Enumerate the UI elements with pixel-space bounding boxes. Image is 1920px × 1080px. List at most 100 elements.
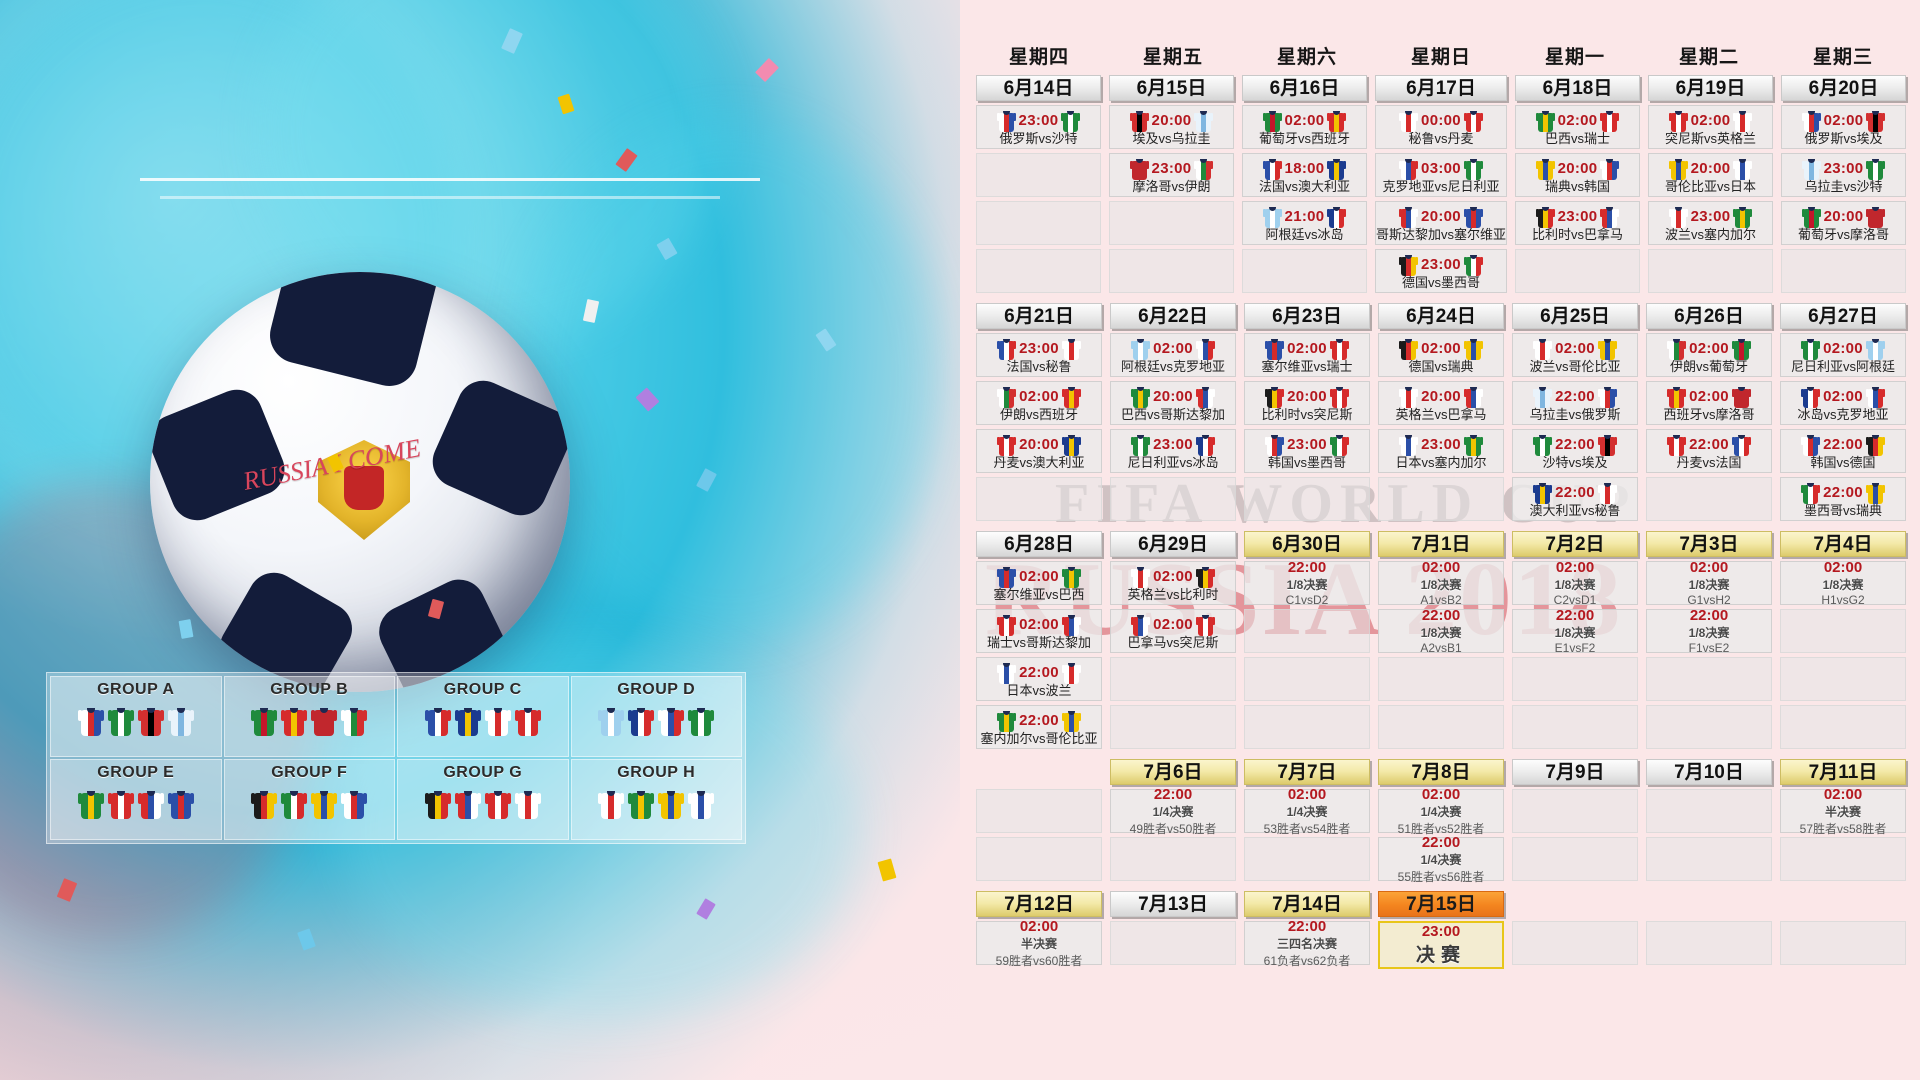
match-card[interactable]: 02:00 西班牙vs摩洛哥 [1646,381,1772,425]
match-card[interactable]: 00:00 秘鲁vs丹麦 [1374,105,1507,149]
match-card[interactable]: 20:00 瑞典vs韩国 [1515,153,1640,197]
date-header-6月23日[interactable]: 6月23日 [1244,303,1370,329]
date-header-7月11日[interactable]: 7月11日 [1780,759,1906,785]
match-card[interactable]: 18:00 法国vs澳大利亚 [1241,153,1367,197]
date-header-7月8日[interactable]: 7月8日 [1378,759,1504,785]
group-card-d[interactable]: GROUP D [570,676,742,757]
match-card[interactable]: 23:00 乌拉圭vs沙特 [1781,153,1906,197]
final-match-card[interactable]: 23:00 决赛 [1378,921,1504,969]
match-card[interactable]: 02:00 德国vs瑞典 [1378,333,1504,377]
date-header-6月20日[interactable]: 6月20日 [1781,75,1906,101]
match-card[interactable]: 02:00 伊朗vs葡萄牙 [1646,333,1772,377]
match-card[interactable]: 22:00 韩国vs德国 [1780,429,1906,473]
date-header-6月21日[interactable]: 6月21日 [976,303,1102,329]
date-header-6月28日[interactable]: 6月28日 [976,531,1102,557]
date-header-6月30日[interactable]: 6月30日 [1244,531,1370,557]
match-card[interactable]: 22:00 1/8决赛 E1vsF2 [1512,607,1638,655]
match-card[interactable]: 22:00 日本vs波兰 [976,657,1102,701]
match-card[interactable]: 20:00 巴西vs哥斯达黎加 [1110,381,1236,425]
group-card-a[interactable]: GROUP A [50,676,222,757]
date-header-6月29日[interactable]: 6月29日 [1110,531,1236,557]
match-card[interactable]: 03:00 克罗地亚vs尼日利亚 [1374,153,1507,197]
match-card[interactable]: 22:00 丹麦vs法国 [1646,429,1772,473]
match-card[interactable]: 23:00 摩洛哥vs伊朗 [1108,153,1234,197]
match-card[interactable]: 02:00 1/4决赛 51胜者vs52胜者 [1378,786,1504,836]
date-header-7月7日[interactable]: 7月7日 [1244,759,1370,785]
match-card[interactable]: 02:00 冰岛vs克罗地亚 [1780,381,1906,425]
match-card[interactable]: 22:00 沙特vs埃及 [1512,429,1638,473]
match-card[interactable]: 22:00 1/8决赛 F1vsE2 [1646,607,1772,655]
date-header-7月14日[interactable]: 7月14日 [1244,891,1370,917]
group-card-e[interactable]: GROUP E [50,759,222,840]
match-card[interactable]: 23:00 尼日利亚vs冰岛 [1110,429,1236,473]
date-header-7月4日[interactable]: 7月4日 [1780,531,1906,557]
group-card-f[interactable]: GROUP F [223,759,395,840]
date-header-6月15日[interactable]: 6月15日 [1108,75,1234,101]
match-card[interactable]: 02:00 巴西vs瑞士 [1515,105,1640,149]
match-card[interactable]: 02:00 1/8决赛 G1vsH2 [1646,559,1772,607]
match-card[interactable]: 02:00 波兰vs哥伦比亚 [1512,333,1638,377]
date-header-6月16日[interactable]: 6月16日 [1241,75,1367,101]
date-header-7月10日[interactable]: 7月10日 [1646,759,1772,785]
date-header-6月26日[interactable]: 6月26日 [1646,303,1772,329]
group-card-h[interactable]: GROUP H [570,759,742,840]
match-card[interactable]: 22:00 澳大利亚vs秘鲁 [1512,477,1638,521]
date-header-7月6日[interactable]: 7月6日 [1110,759,1236,785]
date-header-6月18日[interactable]: 6月18日 [1515,75,1640,101]
match-card[interactable]: 02:00 尼日利亚vs阿根廷 [1780,333,1906,377]
group-card-g[interactable]: GROUP G [397,759,569,840]
match-card[interactable]: 20:00 哥伦比亚vs日本 [1648,153,1773,197]
match-card[interactable]: 22:00 1/8决赛 C1vsD2 [1244,559,1370,607]
match-card[interactable]: 22:00 1/4决赛 49胜者vs50胜者 [1110,786,1236,836]
match-card[interactable]: 20:00 葡萄牙vs摩洛哥 [1781,201,1906,245]
date-header-6月17日[interactable]: 6月17日 [1374,75,1507,101]
date-header-7月3日[interactable]: 7月3日 [1646,531,1772,557]
date-header-6月25日[interactable]: 6月25日 [1512,303,1638,329]
match-card[interactable]: 02:00 1/8决赛 A1vsB2 [1378,559,1504,607]
match-card[interactable]: 23:00 俄罗斯vs沙特 [976,105,1101,149]
match-card[interactable]: 20:00 丹麦vs澳大利亚 [976,429,1102,473]
match-card[interactable]: 23:00 比利时vs巴拿马 [1515,201,1640,245]
date-header-7月13日[interactable]: 7月13日 [1110,891,1236,917]
match-card[interactable]: 22:00 塞内加尔vs哥伦比亚 [976,705,1102,749]
match-card[interactable]: 02:00 阿根廷vs克罗地亚 [1110,333,1236,377]
match-card[interactable]: 02:00 英格兰vs比利时 [1110,561,1236,605]
match-card[interactable]: 02:00 1/8决赛 C2vsD1 [1512,559,1638,607]
date-header-6月24日[interactable]: 6月24日 [1378,303,1504,329]
match-card[interactable]: 20:00 比利时vs突尼斯 [1244,381,1370,425]
match-card[interactable]: 23:00 波兰vs塞内加尔 [1648,201,1773,245]
match-card[interactable]: 22:00 1/8决赛 A2vsB1 [1378,607,1504,655]
match-card[interactable]: 02:00 1/8决赛 H1vsG2 [1780,559,1906,607]
match-card[interactable]: 20:00 埃及vs乌拉圭 [1108,105,1234,149]
date-header-7月9日[interactable]: 7月9日 [1512,759,1638,785]
group-card-c[interactable]: GROUP C [397,676,569,757]
match-card[interactable]: 20:00 哥斯达黎加vs塞尔维亚 [1374,201,1507,245]
date-header-6月19日[interactable]: 6月19日 [1648,75,1773,101]
match-card[interactable]: 23:00 日本vs塞内加尔 [1378,429,1504,473]
match-card[interactable]: 20:00 英格兰vs巴拿马 [1378,381,1504,425]
match-card[interactable]: 22:00 1/4决赛 55胜者vs56胜者 [1378,834,1504,884]
match-card[interactable]: 02:00 俄罗斯vs埃及 [1781,105,1906,149]
date-header-6月14日[interactable]: 6月14日 [976,75,1101,101]
date-header-7月2日[interactable]: 7月2日 [1512,531,1638,557]
match-card[interactable]: 02:00 半决赛 57胜者vs58胜者 [1780,786,1906,836]
date-header-7月12日[interactable]: 7月12日 [976,891,1102,917]
match-card[interactable]: 22:00 乌拉圭vs俄罗斯 [1512,381,1638,425]
match-card[interactable]: 02:00 塞尔维亚vs巴西 [976,561,1102,605]
date-header-7月1日[interactable]: 7月1日 [1378,531,1504,557]
match-card[interactable]: 22:00 墨西哥vs瑞典 [1780,477,1906,521]
match-card[interactable]: 23:00 德国vs墨西哥 [1374,249,1507,293]
date-header-6月22日[interactable]: 6月22日 [1110,303,1236,329]
match-card[interactable]: 02:00 突尼斯vs英格兰 [1648,105,1773,149]
match-card[interactable]: 21:00 阿根廷vs冰岛 [1241,201,1367,245]
match-card[interactable]: 02:00 葡萄牙vs西班牙 [1241,105,1367,149]
match-card[interactable]: 02:00 塞尔维亚vs瑞士 [1244,333,1370,377]
group-card-b[interactable]: GROUP B [223,676,395,757]
match-card[interactable]: 23:00 韩国vs墨西哥 [1244,429,1370,473]
match-card[interactable]: 22:00 三四名决赛 61负者vs62负者 [1244,918,1370,968]
match-card[interactable]: 02:00 伊朗vs西班牙 [976,381,1102,425]
date-header-7月15日[interactable]: 7月15日 [1378,891,1504,917]
match-card[interactable]: 02:00 瑞士vs哥斯达黎加 [976,609,1102,653]
match-card[interactable]: 23:00 法国vs秘鲁 [976,333,1102,377]
date-header-6月27日[interactable]: 6月27日 [1780,303,1906,329]
